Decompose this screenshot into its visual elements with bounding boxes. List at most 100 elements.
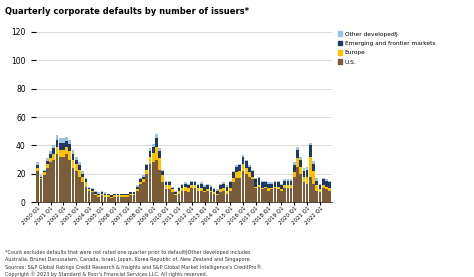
Bar — [40, 177, 42, 178]
Bar — [184, 191, 187, 202]
Bar — [261, 182, 264, 188]
Bar — [216, 194, 219, 195]
Bar — [94, 191, 97, 192]
Bar — [219, 185, 222, 189]
Bar — [181, 184, 183, 185]
Bar — [62, 150, 65, 157]
Bar — [94, 194, 97, 195]
Bar — [264, 187, 267, 188]
Bar — [78, 177, 81, 202]
Bar — [88, 188, 91, 189]
Bar — [72, 168, 74, 202]
Bar — [100, 194, 103, 195]
Bar — [181, 185, 183, 188]
Bar — [36, 168, 39, 171]
Bar — [312, 171, 315, 184]
Bar — [146, 165, 148, 170]
Bar — [267, 191, 270, 202]
Bar — [110, 197, 113, 198]
Bar — [322, 178, 325, 179]
Bar — [187, 185, 190, 188]
Bar — [174, 195, 177, 202]
Bar — [53, 145, 55, 148]
Bar — [245, 174, 247, 202]
Bar — [82, 174, 84, 177]
Bar — [136, 185, 138, 187]
Bar — [91, 192, 94, 202]
Bar — [306, 167, 309, 170]
Bar — [273, 187, 276, 188]
Bar — [187, 184, 190, 185]
Bar — [100, 192, 103, 194]
Bar — [158, 158, 161, 170]
Bar — [264, 181, 267, 182]
Bar — [296, 150, 299, 158]
Bar — [36, 171, 39, 202]
Bar — [171, 187, 174, 188]
Bar — [200, 182, 203, 184]
Bar — [107, 197, 109, 202]
Bar — [235, 167, 238, 172]
Bar — [171, 189, 174, 192]
Bar — [113, 194, 116, 195]
Bar — [164, 182, 167, 185]
Bar — [126, 197, 129, 202]
Bar — [302, 177, 305, 182]
Bar — [88, 189, 91, 191]
Bar — [69, 144, 71, 151]
Bar — [84, 187, 87, 202]
Bar — [69, 151, 71, 160]
Bar — [94, 192, 97, 194]
Bar — [235, 165, 238, 167]
Bar — [97, 195, 100, 197]
Bar — [232, 182, 235, 202]
Bar — [174, 194, 177, 195]
Bar — [82, 182, 84, 202]
Bar — [273, 181, 276, 182]
Bar — [78, 165, 81, 170]
Bar — [129, 192, 132, 194]
Bar — [168, 181, 171, 182]
Bar — [248, 177, 251, 202]
Bar — [136, 189, 138, 191]
Bar — [300, 160, 302, 167]
Bar — [78, 162, 81, 165]
Bar — [216, 195, 219, 202]
Bar — [222, 191, 225, 202]
Bar — [69, 160, 71, 202]
Bar — [200, 188, 203, 191]
Bar — [255, 187, 257, 188]
Bar — [84, 178, 87, 179]
Bar — [120, 197, 122, 202]
Bar — [53, 160, 55, 202]
Bar — [136, 187, 138, 189]
Bar — [82, 171, 84, 174]
Bar — [91, 188, 94, 189]
Bar — [100, 195, 103, 202]
Bar — [306, 184, 309, 202]
Bar — [293, 172, 296, 177]
Bar — [271, 182, 273, 184]
Bar — [97, 192, 100, 194]
Bar — [312, 184, 315, 202]
Bar — [149, 157, 151, 164]
Bar — [193, 182, 196, 185]
Bar — [177, 191, 180, 194]
Bar — [184, 182, 187, 184]
Bar — [309, 143, 312, 145]
Bar — [78, 170, 81, 177]
Bar — [300, 174, 302, 202]
Bar — [65, 147, 68, 154]
Bar — [177, 188, 180, 191]
Bar — [300, 167, 302, 174]
Bar — [62, 143, 65, 150]
Bar — [84, 179, 87, 182]
Bar — [293, 177, 296, 202]
Bar — [75, 164, 78, 171]
Bar — [277, 189, 280, 202]
Bar — [219, 189, 222, 192]
Bar — [129, 195, 132, 202]
Bar — [271, 189, 273, 202]
Bar — [229, 191, 231, 202]
Bar — [193, 185, 196, 188]
